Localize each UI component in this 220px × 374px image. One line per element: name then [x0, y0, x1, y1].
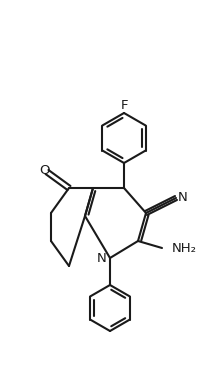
Text: N: N — [178, 190, 188, 203]
Text: NH₂: NH₂ — [172, 242, 197, 254]
Text: O: O — [39, 163, 49, 177]
Text: F: F — [120, 98, 128, 111]
Text: N: N — [97, 251, 107, 264]
